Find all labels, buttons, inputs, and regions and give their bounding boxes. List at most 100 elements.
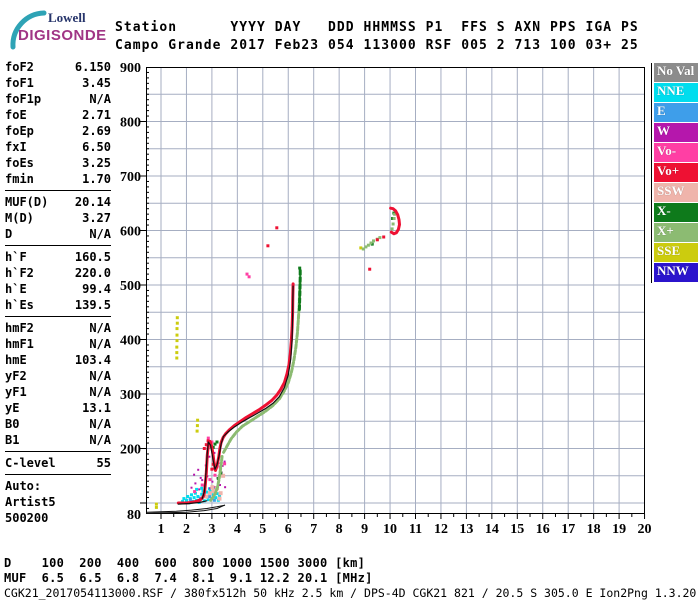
ionogram-svg: 1 2 3 4 5 6 7 8 9 10 11 12 13 14 15 16 17 18 19 20900800700… [120,61,652,537]
param-value: 3.45 [82,76,111,90]
series-artist-fit-e [177,500,208,505]
param-row: Auto: [5,478,111,494]
series-spread-f-red-arc [389,206,401,236]
param-value: 99.4 [82,282,111,296]
series-x-dark-dots [211,211,396,480]
direction-legend: No Val NNE E W Vo- Vo+ SSW X- X+ SSE NNW [651,63,698,283]
param-value: 2.71 [82,108,111,122]
param-label: foE [5,108,27,122]
param-row: Artist5 [5,494,111,510]
param-row: foEp 2.69 [5,123,111,139]
param-label: foEp [5,124,34,138]
distance-row: D 100 200 400 600 800 1000 1500 3000 [km… [4,556,366,570]
file-info-line: CGK21_2017054113000.RSF / 380fx512h 50 k… [4,586,697,600]
param-value: 139.5 [74,298,111,312]
ionogram-plot: 1 2 3 4 5 6 7 8 9 10 11 12 13 14 15 16 17 18 19 20 900 800 700… [120,61,652,537]
param-row: C-level 55 [5,455,111,471]
y-axis-tick-label: 400 [120,334,141,349]
param-row: h`F2 220.0 [5,265,111,281]
param-value: 6.50 [82,140,111,154]
param-value: N/A [89,227,111,241]
series-artist-fit-f [201,285,294,500]
param-value: 6.150 [74,60,111,74]
muf-row: MUF 6.5 6.5 6.8 7.4 8.1 9.1 12.2 20.1 [M… [4,571,373,585]
param-label: h`F [5,250,27,264]
x-axis-tick-label: 6 [285,522,292,537]
param-value: N/A [89,92,111,106]
series-o-scatter [202,226,386,471]
series-baseline-upper [146,504,226,513]
param-value: 1.70 [82,172,111,186]
param-row: foE 2.71 [5,107,111,123]
x-axis-tick-label: 12 [434,522,448,537]
logo-lowell-text: Lowell [48,10,86,25]
param-row: foEs 3.25 [5,155,111,171]
param-value: N/A [89,369,111,383]
param-value: 55 [96,456,111,470]
param-value: 220.0 [74,266,111,280]
param-label: hmF1 [5,337,34,351]
legend-item: Vo+ [654,163,698,182]
y-axis-tick-label: 200 [120,443,141,458]
x-axis-tick-label: 7 [310,522,317,537]
param-label: B0 [5,417,20,431]
x-axis-tick-label: 14 [485,522,499,537]
y-axis-tick-label: 700 [120,170,141,185]
param-row: hmF2 N/A [5,320,111,336]
param-label: D [5,227,13,241]
param-label: foEs [5,156,34,170]
param-row: yF2 N/A [5,368,111,384]
param-label: yE [5,401,20,415]
series-spread-f-green [361,212,397,251]
param-label: Auto: [5,479,42,493]
legend-item: X+ [654,223,698,242]
param-label: Artist5 [5,495,56,509]
x-axis-tick-label: 17 [561,522,575,537]
parameter-panel: foF2 6.150 foF1 3.45 foF1p N/A foE 2.71 foEp 2.69… [5,59,111,526]
param-row: M(D) 3.27 [5,210,111,226]
x-axis-tick-label: 2 [183,522,190,537]
panel-separator [5,190,111,191]
legend-item: No Val [654,63,698,82]
param-label: h`E [5,282,27,296]
param-value: 13.1 [82,401,111,415]
param-row: hmE 103.4 [5,352,111,368]
param-label: h`Es [5,298,34,312]
logo-arc-icon [10,10,47,50]
axis-labels: 1 2 3 4 5 6 7 8 9 10 11 12 13 14 15 16 17 18 19 20900800700… [120,61,652,537]
x-axis-tick-label: 10 [383,522,397,537]
y-axis-tick-label: 500 [120,279,141,294]
param-label: fxI [5,140,27,154]
x-axis-tick-label: 11 [409,522,422,537]
param-value: N/A [89,321,111,335]
y-axis-tick-label: 600 [120,225,141,240]
param-label: foF1p [5,92,42,106]
logo-digisonde-text: DIGISONDE [18,27,107,44]
grid [146,67,645,514]
param-value: 3.27 [82,211,111,225]
legend-item: Vo- [654,143,698,162]
y-axis-tick-label: 900 [120,61,141,76]
series-x-trace-f [222,280,302,454]
legend-item: E [654,103,698,122]
param-label: B1 [5,433,20,447]
x-axis-tick-label: 4 [234,522,241,537]
param-label: hmE [5,353,27,367]
param-label: M(D) [5,211,34,225]
series-x-trace-top [297,268,302,311]
series-sse-marks [154,246,363,509]
legend-item: X- [654,203,698,222]
x-axis-tick-label: 5 [259,522,266,537]
header-field-values: Campo Grande 2017 Feb23 054 113000 RSF 0… [115,38,639,53]
param-row: h`F 160.5 [5,249,111,265]
param-label: MUF(D) [5,195,49,209]
param-value: N/A [89,337,111,351]
legend-item: NNW [654,263,698,282]
param-label: hmF2 [5,321,34,335]
series-baseline-lower [146,504,226,514]
param-value: 3.25 [82,156,111,170]
legend-item: NNE [654,83,698,102]
legend-item: SSW [654,183,698,202]
param-value: N/A [89,417,111,431]
